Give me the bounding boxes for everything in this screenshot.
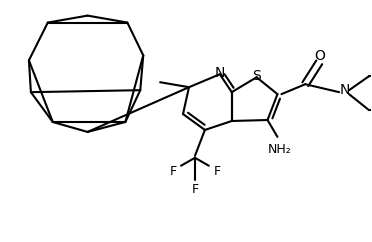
Text: N: N xyxy=(340,83,350,97)
Text: F: F xyxy=(213,165,220,178)
Text: O: O xyxy=(314,49,325,63)
Text: S: S xyxy=(252,69,261,83)
Text: N: N xyxy=(215,66,225,80)
Text: NH₂: NH₂ xyxy=(267,143,291,156)
Text: F: F xyxy=(191,183,199,196)
Text: F: F xyxy=(170,165,177,178)
